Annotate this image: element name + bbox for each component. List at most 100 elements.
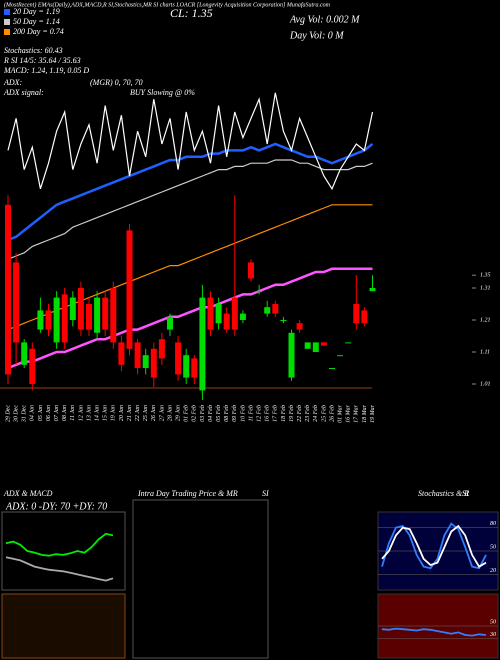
candle-body — [13, 262, 20, 343]
candle-body — [248, 262, 254, 279]
chart-title: (MostRecent) EMAs(Daily),ADX,MACD,R SI,S… — [4, 1, 331, 8]
x-tick-label: 18 Feb — [281, 405, 287, 422]
x-tick-label: 12 Feb — [256, 405, 262, 422]
x-tick-label: 15 Jan — [103, 405, 109, 421]
annotation: CL: 1.35 — [170, 6, 213, 20]
legend-swatch — [4, 9, 10, 15]
candle-body — [191, 358, 198, 378]
x-tick-label: 01 Mar — [337, 404, 343, 422]
x-tick-label: 04 Jan — [29, 405, 36, 421]
macd-box — [1, 593, 126, 659]
candle-body — [231, 297, 238, 330]
candle-body — [369, 288, 376, 292]
x-tick-label: 20 Jan — [119, 405, 125, 421]
y-tick-label: 30 — [489, 632, 496, 638]
series-line — [7, 142, 374, 242]
legend-label: 200 Day = 0.74 — [13, 27, 64, 36]
y-tick-label: 1.31 — [480, 285, 491, 291]
annotation: Stochastics: 60.43 — [4, 46, 63, 55]
candle-body — [264, 307, 271, 314]
annotation: ADX signal: — [3, 88, 44, 97]
candle-body — [53, 297, 60, 343]
y-tick-label: 20 — [490, 568, 496, 574]
candle-body — [353, 304, 360, 324]
x-tick-label: 05 Feb — [216, 405, 222, 422]
candle-body — [37, 310, 44, 330]
x-tick-label: 29 Dec — [5, 405, 11, 422]
candle-body — [288, 332, 295, 378]
panel-subtitle: SI — [462, 489, 469, 498]
legend-label: 50 Day = 1.14 — [13, 17, 60, 26]
x-tick-label: 25 Jan — [143, 405, 149, 421]
annotation: (MGR) 0, 70, 70 — [90, 78, 143, 87]
candle-body — [102, 297, 109, 330]
candle-body — [21, 342, 28, 365]
candle-body — [150, 348, 157, 378]
candle-body — [337, 355, 344, 357]
x-tick-label: 13 Jan — [86, 405, 92, 421]
candle-body — [86, 304, 92, 330]
x-tick-label: 11 Jan — [70, 405, 76, 421]
x-tick-label: 30 Dec — [13, 405, 19, 423]
annotation: BUY Slowing @ 0% — [130, 88, 195, 97]
series-line — [7, 159, 373, 260]
candle-body — [158, 339, 165, 359]
candle-body — [345, 342, 352, 344]
x-tick-label: 04 Feb — [207, 405, 214, 422]
candle-body — [320, 342, 327, 346]
x-tick-label: 12 Jan — [78, 405, 84, 421]
candle-body — [223, 313, 230, 330]
candle-body — [175, 342, 182, 375]
candle-body — [167, 316, 173, 330]
x-tick-label: 31 Dec — [22, 405, 28, 423]
y-tick-label: 1.11 — [480, 349, 490, 355]
annotation: MACD: 1.24, 1.19, 0.05 D — [3, 66, 89, 75]
panel-title: Intra Day Trading Price & MR — [137, 489, 238, 498]
x-tick-label: 27 Jan — [159, 405, 165, 421]
x-tick-label: 08 Feb — [224, 405, 230, 422]
series-line — [381, 627, 487, 637]
candle-body — [215, 304, 222, 324]
candle-body — [256, 291, 263, 293]
candle-body — [5, 204, 11, 375]
x-tick-label: 28 Jan — [167, 405, 173, 421]
x-tick-label: 07 Jan — [54, 405, 60, 421]
x-tick-label: 25 Feb — [321, 405, 327, 422]
x-tick-label: 06 Jan — [46, 405, 52, 421]
panel-title: Stochastics & R — [418, 489, 469, 498]
x-tick-label: 18 Mar — [362, 404, 368, 422]
x-tick-label: 02 Feb — [192, 405, 198, 422]
x-tick-label: 21 Jan — [127, 405, 133, 421]
candle-body — [329, 368, 335, 369]
x-tick-label: 26 Jan — [151, 405, 157, 421]
series-line — [7, 204, 373, 331]
annotation: Avg Vol: 0.002 M — [289, 14, 360, 25]
intraday-box — [132, 499, 269, 659]
y-tick-label: 50 — [490, 544, 496, 550]
y-tick-label: 1.21 — [480, 317, 491, 323]
annotation: Day Vol: 0 M — [289, 30, 344, 41]
series-line — [7, 92, 374, 191]
panel-subtitle: ADX: 0 -DY: 70 +DY: 70 — [5, 501, 107, 512]
candle-body — [199, 297, 206, 391]
candle-body — [142, 355, 149, 368]
candle-body — [29, 348, 36, 384]
x-tick-label: 22 Feb — [297, 405, 303, 422]
candle-body — [134, 342, 141, 368]
candle-body — [312, 342, 319, 352]
y-tick-label: 1.35 — [480, 273, 491, 279]
y-tick-label: 1.01 — [480, 381, 491, 387]
candle-body — [126, 230, 133, 349]
candle-body — [61, 294, 68, 343]
x-tick-label: 16 Mar — [346, 404, 352, 422]
x-tick-label: 29 Jan — [175, 405, 181, 421]
annotation: ADX: — [3, 78, 23, 87]
x-tick-label: 22 Jan — [135, 405, 141, 421]
x-tick-label: 10 Feb — [240, 405, 246, 422]
y-tick-label: 50 — [490, 619, 496, 625]
candle-body — [183, 355, 190, 378]
x-tick-label: 09 Feb — [232, 405, 238, 422]
series-line — [7, 267, 373, 370]
x-tick-label: 26 Feb — [329, 405, 335, 422]
candle-body — [69, 297, 76, 320]
